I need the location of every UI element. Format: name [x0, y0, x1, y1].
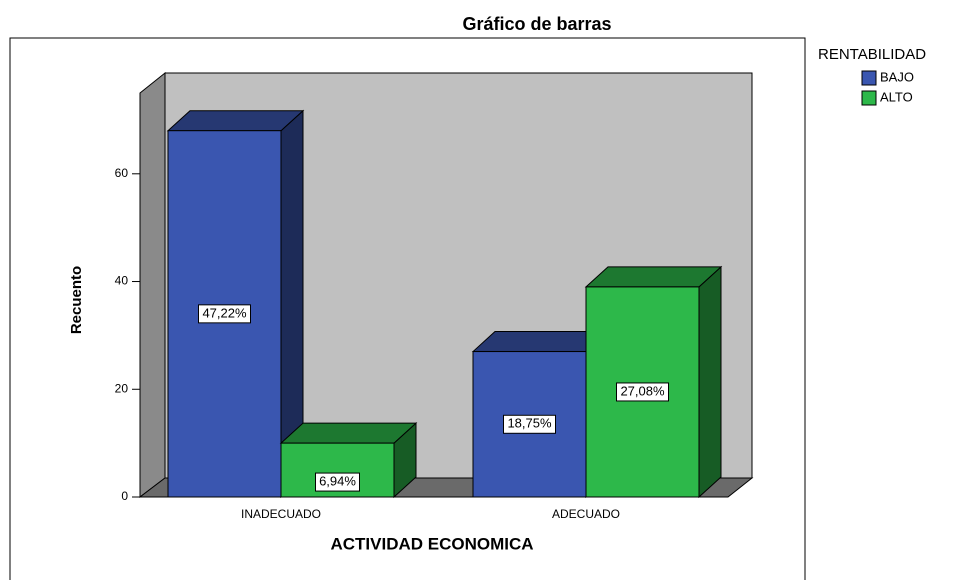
bar-top — [166, 110, 305, 132]
data-label-box — [616, 382, 669, 402]
data-label-box — [315, 472, 360, 492]
bar-side — [698, 265, 722, 499]
bar — [585, 286, 700, 498]
data-label: 47,22% — [202, 305, 247, 320]
data-label-box — [198, 304, 251, 324]
data-label: 18,75% — [507, 416, 552, 431]
legend-title: RENTABILIDAD — [818, 46, 926, 63]
x-tick-label: ADECUADO — [552, 507, 620, 521]
x-axis-title: ACTIVIDAD ECONOMICA — [330, 534, 533, 553]
y-tick-label: 60 — [115, 166, 129, 180]
bar-top — [279, 422, 418, 444]
chart-title: Gráfico de barras — [462, 14, 611, 34]
legend-swatch — [861, 70, 877, 86]
bar-top — [584, 266, 723, 288]
y-axis-title: Recuento — [68, 266, 85, 334]
data-label: 27,08% — [620, 383, 665, 398]
x-tick-label: INADECUADO — [241, 507, 321, 521]
y-tick-label: 40 — [115, 274, 129, 288]
side-wall — [139, 71, 166, 499]
legend-label: BAJO — [880, 69, 914, 84]
legend-swatch — [861, 90, 877, 106]
y-tick-label: 0 — [121, 489, 128, 503]
data-label: 6,94% — [319, 474, 356, 489]
y-tick-label: 20 — [115, 381, 129, 395]
data-label-box — [503, 414, 556, 434]
legend-label: ALTO — [880, 89, 913, 104]
